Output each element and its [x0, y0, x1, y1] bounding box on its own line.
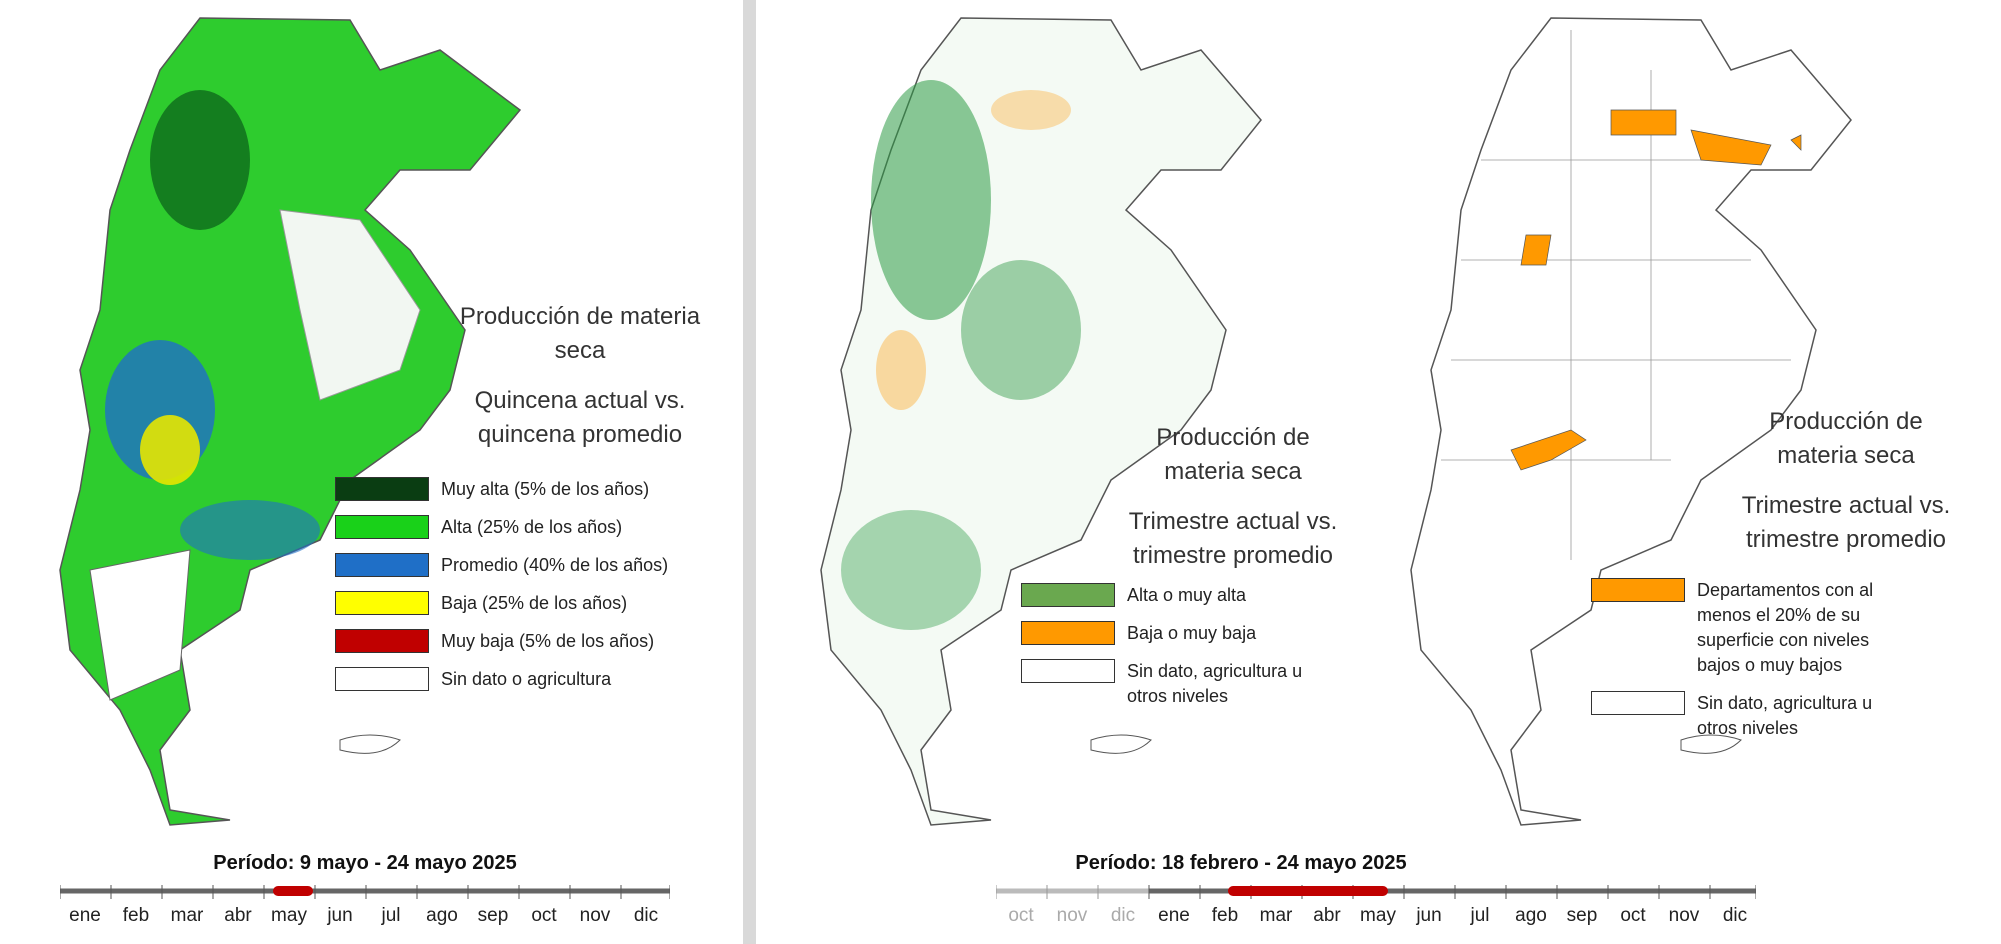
legend-swatch — [335, 667, 429, 691]
month-label: dic — [1110, 905, 1136, 926]
month-label: oct — [531, 905, 557, 926]
legend-label: Sin dato, agricultura u otros niveles — [1127, 661, 1303, 706]
legend-swatch — [1021, 659, 1115, 683]
month-label: oct — [1620, 905, 1646, 926]
month-label: dic — [633, 905, 659, 926]
legend-item: Baja (25% de los años) — [335, 591, 735, 616]
period-highlight — [273, 886, 313, 896]
month-label: ene — [69, 905, 101, 926]
legend-swatch — [1591, 578, 1685, 602]
legend-label: Muy alta (5% de los años) — [441, 479, 650, 499]
legend-label: Sin dato o agricultura — [441, 669, 612, 689]
month-label: dic — [1722, 905, 1748, 926]
legend-label: Baja o muy baja — [1127, 623, 1257, 643]
month-label: jun — [327, 905, 353, 926]
panel-quincena: Producción de materia seca Quincena actu… — [0, 0, 743, 944]
map-title: Producción de materia seca Trimestre act… — [1726, 405, 1966, 557]
legend-label: Alta (25% de los años) — [441, 517, 623, 537]
timeline-trimestre: oct nov dic ene feb mar abr may jun jul … — [996, 885, 1756, 935]
legend-item: Sin dato, agricultura u otros niveles — [1021, 659, 1351, 709]
month-label: feb — [1211, 905, 1239, 926]
month-label: jun — [1416, 905, 1442, 926]
legend-swatch — [335, 553, 429, 577]
month-label: feb — [122, 905, 150, 926]
month-label: ago — [426, 905, 458, 926]
title-line: seca — [554, 337, 606, 364]
legend-item: Departamentos con al menos el 20% de su … — [1591, 578, 1891, 678]
map-argentina-departamentos — [1410, 17, 1852, 826]
subtitle-line: trimestre promedio — [1132, 542, 1334, 569]
legend-label: Sin dato, agricultura u otros niveles — [1697, 693, 1873, 738]
map-argentina-trimestre-pixel — [820, 17, 1262, 826]
legend-item: Promedio (40% de los años) — [335, 553, 735, 578]
month-label: ene — [1158, 905, 1190, 926]
month-label: jul — [381, 905, 401, 926]
legend-label: Baja (25% de los años) — [441, 593, 628, 613]
subtitle-line: Trimestre actual vs. — [1128, 508, 1338, 535]
month-label: jul — [1470, 905, 1490, 926]
map-argentina-quincena — [59, 17, 522, 826]
period-label: Período: 18 febrero - 24 mayo 2025 — [1075, 852, 1407, 874]
legend-item: Alta (25% de los años) — [335, 515, 735, 540]
month-label: sep — [477, 905, 509, 926]
map-title: Producción de materia seca Trimestre act… — [1108, 421, 1358, 573]
legend-swatch — [1591, 691, 1685, 715]
legend-item: Alta o muy alta — [1021, 583, 1351, 608]
legend-swatch — [335, 515, 429, 539]
legend-item: Sin dato, agricultura u otros niveles — [1591, 691, 1891, 741]
month-label: sep — [1566, 905, 1598, 926]
legend-item: Sin dato o agricultura — [335, 667, 735, 692]
title-line: Producción de — [1156, 424, 1310, 451]
subtitle-line: Trimestre actual vs. — [1741, 492, 1951, 519]
legend-label: Alta o muy alta — [1127, 585, 1247, 605]
legend-swatch — [335, 629, 429, 653]
month-label: abr — [1313, 905, 1341, 926]
month-label: abr — [224, 905, 252, 926]
legend-swatch — [1021, 621, 1115, 645]
subtitle-line: quincena promedio — [477, 421, 683, 448]
panel-divider — [743, 0, 756, 944]
timeline-bar — [996, 885, 1756, 899]
subtitle-line: Quincena actual vs. — [474, 387, 686, 414]
panel-trimestre: Producción de materia seca Trimestre act… — [756, 0, 2001, 944]
month-label: nov — [1056, 905, 1088, 926]
subtitle-line: trimestre promedio — [1745, 526, 1947, 553]
legend-label: Departamentos con al menos el 20% de su … — [1697, 580, 1874, 675]
legend-item: Muy baja (5% de los años) — [335, 629, 735, 654]
legend-label: Promedio (40% de los años) — [441, 555, 669, 575]
title-line: materia seca — [1164, 458, 1302, 485]
title-line: Producción de materia — [459, 303, 701, 330]
legend-item: Muy alta (5% de los años) — [335, 477, 735, 502]
timeline-quincena: ene feb mar abr may jun jul ago sep oct … — [60, 885, 670, 935]
month-label: may — [1360, 905, 1396, 926]
legend-label: Muy baja (5% de los años) — [441, 631, 655, 651]
month-label: mar — [1259, 905, 1293, 926]
legend-departamentos: Departamentos con al menos el 20% de su … — [1591, 578, 1891, 754]
map-title: Producción de materia seca Quincena actu… — [440, 300, 720, 452]
legend-trimestre-pixel: Alta o muy alta Baja o muy baja Sin dato… — [1021, 583, 1351, 722]
period-highlight — [1228, 886, 1388, 896]
title-line: materia seca — [1777, 442, 1915, 469]
month-label: nov — [1668, 905, 1700, 926]
legend-swatch — [335, 591, 429, 615]
month-label: mar — [170, 905, 204, 926]
legend-swatch — [335, 477, 429, 501]
timeline-bar — [60, 885, 670, 899]
legend-item: Baja o muy baja — [1021, 621, 1351, 646]
period-label: Período: 9 mayo - 24 mayo 2025 — [213, 852, 517, 874]
legend-quincena: Muy alta (5% de los años) Alta (25% de l… — [335, 477, 735, 705]
legend-swatch — [1021, 583, 1115, 607]
month-label: nov — [579, 905, 611, 926]
month-label: ago — [1515, 905, 1547, 926]
month-label: oct — [1008, 905, 1034, 926]
title-line: Producción de — [1769, 408, 1923, 435]
month-label: may — [271, 905, 307, 926]
